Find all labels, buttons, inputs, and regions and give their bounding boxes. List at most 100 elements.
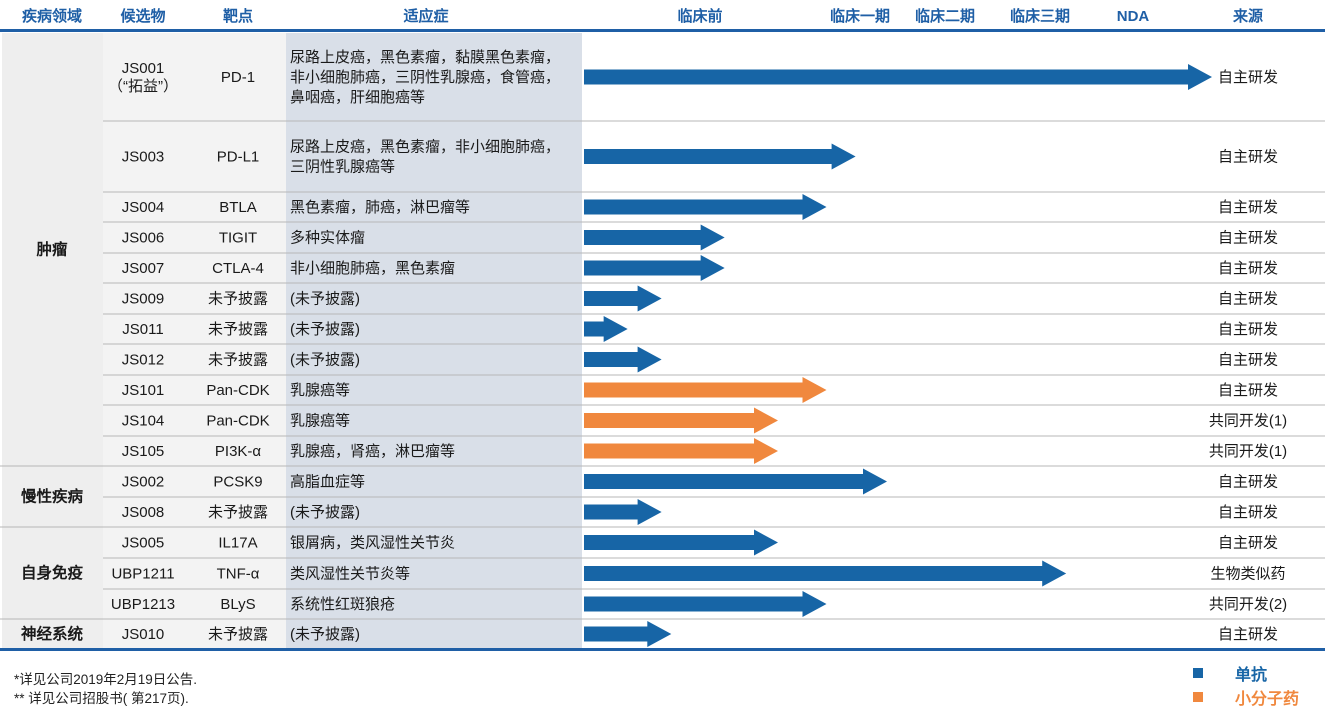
legend-label-mab: 单抗 (1235, 667, 1268, 684)
target-name: 未予披露 (208, 291, 268, 308)
header-stage-4: NDA (1117, 8, 1150, 25)
target-name: CTLA-4 (212, 260, 264, 277)
source-text: 自主研发 (1218, 149, 1278, 166)
candidate-name: JS005 (122, 535, 165, 552)
candidate-name: JS004 (122, 199, 165, 216)
legend-swatch-mab (1193, 668, 1203, 678)
progress-arrow (584, 407, 778, 434)
source-text: 自主研发 (1218, 69, 1278, 86)
indication-text: 乳腺癌，肾癌，淋巴瘤等 (290, 442, 455, 460)
indication-text: 乳腺癌等 (290, 381, 350, 399)
source-text: 共同开发(2) (1209, 596, 1287, 613)
header-target: 靶点 (223, 7, 253, 25)
legend-item-mab: 单抗 (1193, 661, 1267, 685)
indication-text: 系统性红斑狼疮 (290, 596, 395, 613)
candidate-name: （“拓益”） (108, 78, 178, 95)
progress-arrow (584, 591, 827, 617)
source-text: 自主研发 (1218, 474, 1278, 491)
header-area: 疾病领域 (22, 7, 82, 25)
area-label: 肿瘤 (36, 240, 68, 259)
progress-arrow (584, 499, 662, 525)
candidate-name: JS003 (122, 149, 165, 166)
indication-text: 乳腺癌等 (290, 412, 350, 430)
header-stage-3: 临床三期 (1010, 7, 1070, 25)
indication-text: (未予披露) (290, 626, 360, 643)
indication-text: 非小细胞肺癌，黑色素瘤 (290, 260, 455, 277)
source-text: 自主研发 (1218, 352, 1278, 369)
candidate-name: UBP1213 (111, 596, 175, 613)
source-text: 生物类似药 (1210, 566, 1285, 583)
candidate-name: JS009 (122, 291, 165, 308)
indication-text: 高脂血症等 (290, 473, 365, 491)
progress-arrow (584, 346, 662, 373)
target-name: BLyS (220, 596, 255, 613)
candidate-name: JS104 (122, 413, 165, 430)
target-name: IL17A (218, 535, 257, 552)
candidate-name: JS001 (122, 60, 165, 77)
pipeline-chart: 疾病领域 候选物 靶点 适应症 临床前 临床一期 临床二期 临床三期 NDA 来源肿瘤慢性疾病自身… (0, 7, 1325, 651)
indication-text: 类风湿性关节炎等 (290, 565, 410, 583)
header-candidate: 候选物 (120, 7, 165, 25)
source-text: 自主研发 (1218, 321, 1278, 338)
indication-text: (未予披露) (290, 291, 360, 308)
source-text: 自主研发 (1218, 382, 1278, 399)
indication-text: (未予披露) (290, 504, 360, 521)
footnote-2: ** 详见公司招股书( 第217页). (14, 691, 189, 706)
progress-arrow (584, 438, 778, 464)
indication-text: 多种实体瘤 (290, 230, 365, 247)
candidate-name: JS008 (122, 504, 165, 521)
area-label: 自身免疫 (21, 563, 84, 582)
area-label: 慢性疾病 (21, 487, 84, 506)
target-name: PD-L1 (217, 149, 260, 166)
candidate-name: JS101 (122, 382, 165, 399)
indication-text: (未予披露) (290, 321, 360, 338)
progress-arrow (584, 529, 778, 556)
area-label: 神经系统 (21, 624, 84, 643)
source-text: 自主研发 (1218, 626, 1278, 643)
target-name: 未予披露 (208, 321, 268, 338)
indication-text: 黑色素瘤，肺癌，淋巴瘤等 (290, 198, 470, 216)
progress-arrow (584, 377, 827, 403)
progress-arrow (584, 621, 672, 647)
target-name: 未予披露 (208, 626, 268, 643)
indication-text: 银屑病，类风湿性关节炎 (290, 535, 455, 552)
indication-column-bg (286, 33, 582, 649)
indication-text: 三阴性乳腺癌等 (290, 158, 395, 176)
target-name: TIGIT (219, 230, 257, 247)
source-text: 自主研发 (1218, 535, 1278, 552)
candidate-name: JS105 (122, 443, 165, 460)
progress-arrow (584, 224, 725, 251)
progress-arrow (584, 316, 628, 342)
candidate-name: JS010 (122, 626, 165, 643)
progress-arrow (584, 468, 887, 495)
footnote-1: *详见公司2019年2月19日公告. (14, 672, 198, 687)
source-text: 自主研发 (1218, 291, 1278, 308)
legend-item-small-molecule: 小分子药 (1193, 685, 1299, 709)
candidate-name: JS006 (122, 230, 165, 247)
target-name: Pan-CDK (206, 413, 269, 430)
progress-arrow (584, 194, 827, 220)
bottom-rule (0, 648, 1325, 651)
indication-text: 尿路上皮癌，黑色素瘤，黏膜黑色素瘤， (290, 49, 560, 66)
progress-arrow (584, 143, 856, 170)
candidate-target-bg (103, 33, 286, 649)
header-stage-1: 临床一期 (830, 7, 890, 25)
progress-arrow (584, 285, 662, 312)
progress-arrow (584, 255, 725, 281)
target-name: TNF-α (217, 566, 260, 583)
target-name: BTLA (219, 199, 257, 216)
progress-arrow (584, 64, 1212, 90)
target-name: 未予披露 (208, 352, 268, 369)
source-text: 自主研发 (1218, 199, 1278, 216)
candidate-name: UBP1211 (111, 566, 174, 583)
indication-text: 尿路上皮癌，黑色素瘤，非小细胞肺癌， (290, 139, 560, 156)
candidate-name: JS007 (122, 260, 165, 277)
target-name: PI3K-α (215, 443, 262, 460)
target-name: 未予披露 (208, 504, 268, 521)
candidate-name: JS002 (122, 474, 165, 491)
header-stage-0: 临床前 (677, 7, 722, 25)
indication-text: 鼻咽癌，肝细胞癌等 (290, 88, 425, 106)
indication-text: 非小细胞肺癌，三阴性乳腺癌，食管癌， (290, 69, 560, 86)
legend-label-small-molecule: 小分子药 (1235, 691, 1300, 708)
candidate-name: JS012 (122, 352, 165, 369)
